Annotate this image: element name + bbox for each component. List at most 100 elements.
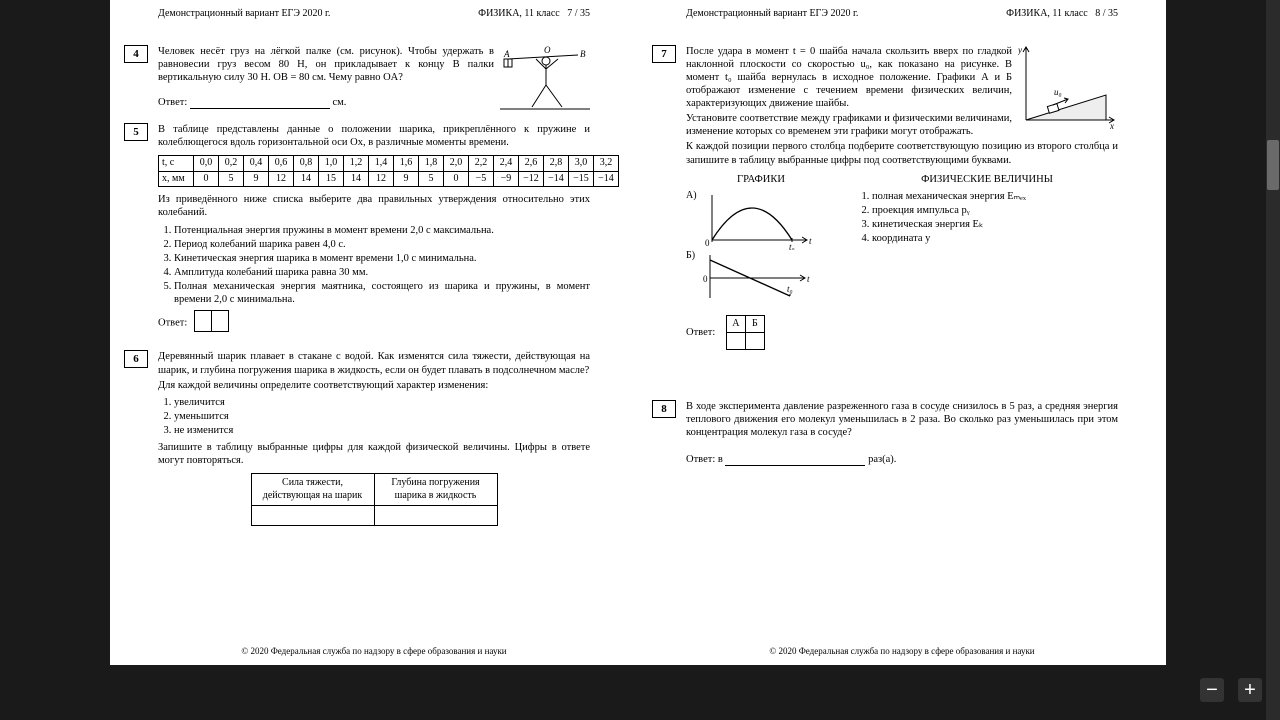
question-number: 5 xyxy=(124,123,148,141)
phys-item: координата y xyxy=(872,232,1118,245)
page-footer: © 2020 Федеральная служба по надзору в с… xyxy=(638,646,1166,657)
question-number: 4 xyxy=(124,45,148,63)
answer-unit: раз(а). xyxy=(868,454,896,465)
page-8: Демонстрационный вариант ЕГЭ 2020 г. ФИЗ… xyxy=(638,0,1166,665)
header-left: Демонстрационный вариант ЕГЭ 2020 г. xyxy=(158,8,330,21)
phys-item: проекция импульса pᵧ xyxy=(872,204,1118,217)
answer-boxes[interactable] xyxy=(195,310,229,336)
q7-ab-table: АБ xyxy=(726,315,765,350)
data-cell: 1,0 xyxy=(319,156,344,172)
svg-text:B: B xyxy=(580,49,586,59)
data-cell: 0 xyxy=(444,171,469,187)
option-item: Кинетическая энергия шарика в момент вре… xyxy=(174,252,590,265)
answer-label: Ответ: в xyxy=(686,454,723,465)
page-7: Демонстрационный вариант ЕГЭ 2020 г. ФИЗ… xyxy=(110,0,638,665)
ab-header: А xyxy=(726,315,745,332)
answer-cell[interactable] xyxy=(745,332,764,349)
data-cell: 2,2 xyxy=(469,156,494,172)
stickman-figure: A B O xyxy=(500,45,590,115)
svg-text:t: t xyxy=(807,274,810,284)
q6-instr: Для каждой величины определите соответст… xyxy=(158,379,590,392)
page-footer: © 2020 Федеральная служба по надзору в с… xyxy=(110,646,638,657)
header-right: ФИЗИКА, 11 класс 8 / 35 xyxy=(1006,8,1118,21)
page-header: Демонстрационный вариант ЕГЭ 2020 г. ФИЗ… xyxy=(686,8,1118,21)
col-title-graphs: ГРАФИКИ xyxy=(686,173,836,186)
answer-label: Ответ: xyxy=(158,318,187,329)
header-right: ФИЗИКА, 11 класс 7 / 35 xyxy=(478,8,590,21)
vertical-scrollbar[interactable] xyxy=(1266,0,1280,720)
data-cell: 12 xyxy=(269,171,294,187)
question-number: 7 xyxy=(652,45,676,63)
pdf-viewer: Демонстрационный вариант ЕГЭ 2020 г. ФИЗ… xyxy=(0,0,1280,720)
data-cell: 9 xyxy=(394,171,419,187)
option-item: Потенциальная энергия пружины в момент в… xyxy=(174,224,590,237)
data-cell: −12 xyxy=(519,171,544,187)
zoom-in-button[interactable]: + xyxy=(1238,678,1262,702)
data-cell: 2,6 xyxy=(519,156,544,172)
q5-after: Из приведённого ниже списка выберите два… xyxy=(158,193,590,219)
answer-blank[interactable] xyxy=(725,453,865,466)
page-spread: Демонстрационный вариант ЕГЭ 2020 г. ФИЗ… xyxy=(110,0,1166,665)
phys-item: кинетическая энергия Eₖ xyxy=(872,218,1118,231)
answer-label: Ответ: xyxy=(158,97,187,108)
q6-options: увеличитсяуменьшитсяне изменится xyxy=(174,396,590,437)
graph-b: 0 t₀ t xyxy=(695,250,815,305)
data-cell: 12 xyxy=(369,171,394,187)
data-cell: 5 xyxy=(219,171,244,187)
zoom-out-button[interactable]: − xyxy=(1200,678,1224,702)
data-cell: 2,0 xyxy=(444,156,469,172)
q6-answer-table: Сила тяжести, действующая на шарик Глуби… xyxy=(251,473,498,526)
question-5: 5 В таблице представлены данные о положе… xyxy=(158,123,590,336)
data-cell: 0,8 xyxy=(294,156,319,172)
svg-text:t₀: t₀ xyxy=(787,284,793,294)
col-title-phys: ФИЗИЧЕСКИЕ ВЕЛИЧИНЫ xyxy=(856,173,1118,186)
phys-item: полная механическая энергия Eₘₑₓ xyxy=(872,190,1118,203)
data-cell: 3,2 xyxy=(594,156,619,172)
data-cell: 0 xyxy=(194,171,219,187)
q5-data-table: t, с0,00,20,40,60,81,01,21,41,61,82,02,2… xyxy=(158,155,619,187)
question-7: 7 y x u₀ Пос xyxy=(686,45,1118,350)
question-number: 8 xyxy=(652,400,676,418)
data-cell: 5 xyxy=(419,171,444,187)
option-item: уменьшится xyxy=(174,410,590,423)
data-cell: 15 xyxy=(319,171,344,187)
q5-intro: В таблице представлены данные о положени… xyxy=(158,123,590,149)
q7-answer-row: Ответ: АБ xyxy=(686,315,1118,350)
q6-text: Деревянный шарик плавает в стакане с вод… xyxy=(158,350,590,376)
svg-text:x: x xyxy=(1109,121,1114,130)
data-cell: 0,2 xyxy=(219,156,244,172)
scrollbar-thumb[interactable] xyxy=(1267,140,1279,190)
question-number: 6 xyxy=(124,350,148,368)
data-cell: −5 xyxy=(469,171,494,187)
question-4: 4 A B O xyxy=(158,45,590,110)
answer-blank[interactable] xyxy=(190,96,330,109)
page-header: Демонстрационный вариант ЕГЭ 2020 г. ФИЗ… xyxy=(158,8,590,21)
graph-label-a: А) xyxy=(686,190,697,203)
svg-text:0: 0 xyxy=(705,238,710,248)
q5-answer-row: Ответ: xyxy=(158,310,590,336)
data-cell: 14 xyxy=(344,171,369,187)
ab-header: Б xyxy=(745,315,764,332)
option-item: Полная механическая энергия маятника, со… xyxy=(174,280,590,306)
svg-text:t₀: t₀ xyxy=(789,242,795,250)
row-label: x, мм xyxy=(159,171,194,187)
q6-after: Запишите в таблицу выбранные цифры для к… xyxy=(158,441,590,467)
data-cell: −14 xyxy=(544,171,569,187)
q8-answer-row: Ответ: в раз(а). xyxy=(686,453,1118,466)
q7-text3: К каждой позиции первого столбца подбери… xyxy=(686,140,1118,166)
answer-cell[interactable] xyxy=(251,506,374,526)
data-cell: −14 xyxy=(594,171,619,187)
data-cell: 9 xyxy=(244,171,269,187)
answer-label: Ответ: xyxy=(686,327,715,338)
svg-text:A: A xyxy=(503,49,510,59)
graph-label-b: Б) xyxy=(686,250,695,263)
svg-text:u₀: u₀ xyxy=(1054,87,1062,97)
data-cell: 3,0 xyxy=(569,156,594,172)
question-8: 8 В ходе эксперимента давление разреженн… xyxy=(686,400,1118,467)
question-6: 6 Деревянный шарик плавает в стакане с в… xyxy=(158,350,590,526)
q5-options: Потенциальная энергия пружины в момент в… xyxy=(174,224,590,307)
col-header: Глубина погружения шарика в жидкость xyxy=(374,474,497,506)
data-cell: 2,8 xyxy=(544,156,569,172)
answer-cell[interactable] xyxy=(726,332,745,349)
answer-cell[interactable] xyxy=(374,506,497,526)
